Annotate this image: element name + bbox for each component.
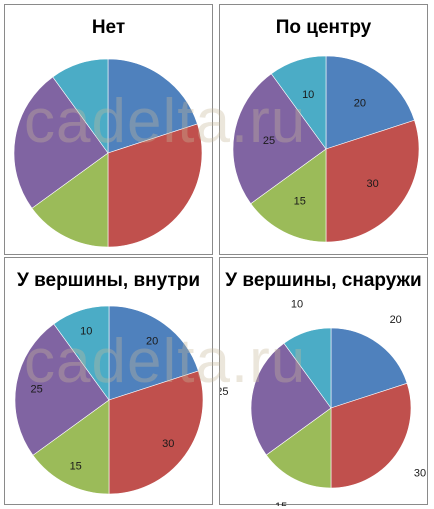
pie-slice bbox=[325, 55, 415, 150]
data-label: 25 bbox=[30, 384, 42, 396]
chart-panel-outside-end: У вершины, снаружи 20 30 15 25 10 bbox=[219, 257, 428, 506]
chart-panel-inside-end: У вершины, внутри 20 30 15 25 10 bbox=[4, 257, 213, 505]
pie-slice bbox=[250, 342, 332, 456]
pie-chart-none bbox=[13, 58, 203, 248]
data-label: 10 bbox=[80, 325, 92, 337]
chart-title: У вершины, внутри bbox=[16, 270, 201, 291]
chart-title: Нет bbox=[91, 17, 126, 38]
pie-chart-outside-end: 20 30 15 25 10 bbox=[220, 298, 426, 506]
data-label: 30 bbox=[366, 178, 378, 190]
data-label: 10 bbox=[302, 89, 314, 101]
pie-slice bbox=[330, 327, 408, 409]
chart-panel-center: По центру 20 30 15 25 10 bbox=[219, 4, 428, 255]
data-label: 20 bbox=[390, 314, 402, 326]
pie-slice bbox=[283, 327, 332, 409]
pie-slice bbox=[108, 305, 199, 401]
pie-slice bbox=[53, 305, 110, 401]
pie-slice bbox=[14, 323, 110, 456]
data-label: 15 bbox=[70, 460, 82, 472]
data-label: 25 bbox=[263, 135, 275, 147]
pie-slice bbox=[31, 152, 109, 248]
data-label: 20 bbox=[146, 336, 158, 348]
pie-chart-inside-end: 20 30 15 25 10 bbox=[14, 305, 204, 495]
chart-title: У вершины, снаружи bbox=[225, 270, 422, 291]
pie-slice bbox=[13, 76, 109, 209]
pie-slice bbox=[107, 123, 203, 248]
data-label: 30 bbox=[414, 468, 426, 480]
pie-slice bbox=[250, 148, 327, 243]
chart-panel-none: Нет bbox=[4, 4, 213, 255]
data-label: 15 bbox=[294, 195, 306, 207]
data-label: 15 bbox=[275, 501, 287, 506]
chart-title: По центру bbox=[275, 17, 372, 38]
pie-slice bbox=[330, 382, 412, 489]
pie-chart-center: 20 30 15 25 10 bbox=[232, 55, 420, 243]
pie-slice bbox=[108, 370, 204, 495]
pie-slice bbox=[325, 119, 420, 243]
pie-slice bbox=[270, 55, 327, 150]
pie-slice bbox=[265, 407, 332, 489]
data-label: 10 bbox=[291, 298, 303, 310]
pie-slice bbox=[52, 58, 109, 154]
pie-slice bbox=[32, 399, 110, 495]
pie-slice bbox=[107, 58, 198, 154]
pie-slice bbox=[232, 73, 327, 205]
data-label: 20 bbox=[354, 97, 366, 109]
data-label: 25 bbox=[220, 386, 229, 398]
data-label: 30 bbox=[162, 438, 174, 450]
